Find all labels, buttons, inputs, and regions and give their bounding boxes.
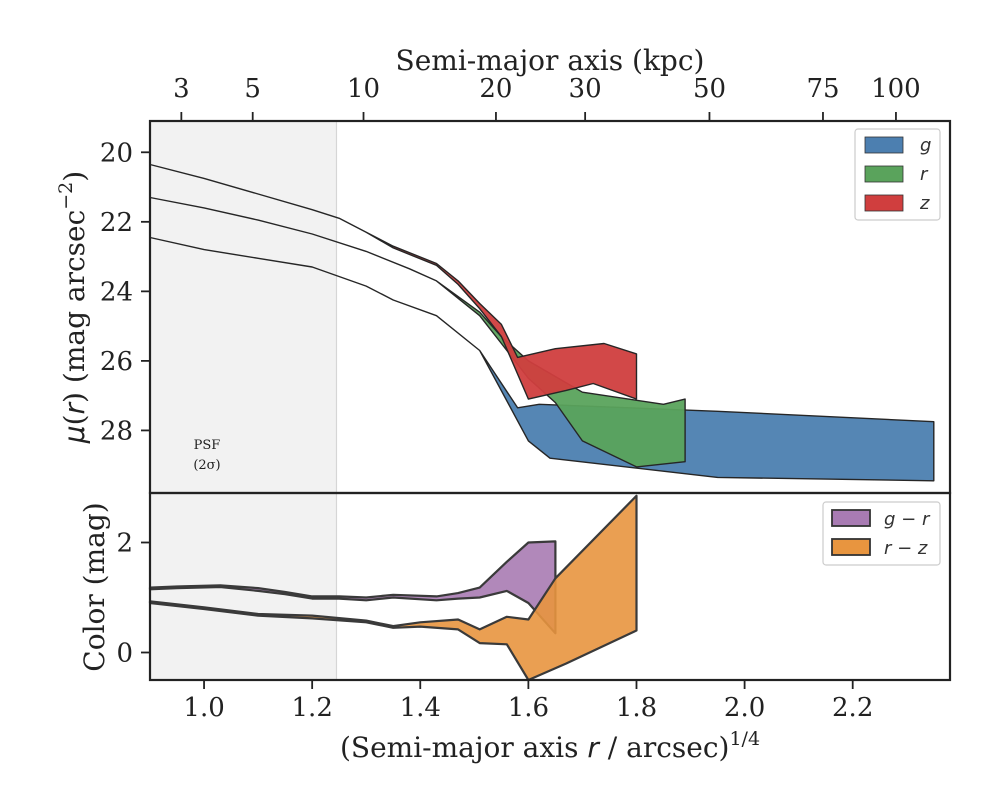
legend-swatch-r-z: [831, 538, 871, 556]
top-x-tick-label: 20: [479, 74, 512, 104]
legend-label-z: z: [919, 193, 930, 214]
x-axis-title-variable: r: [587, 731, 600, 764]
band-z: [149, 163, 638, 400]
legend-swatch-g: [864, 136, 904, 154]
bottom-panel-bands: [148, 494, 638, 682]
y-tick-label: 20: [100, 138, 133, 168]
y-tick-label: 24: [100, 277, 133, 307]
legend-swatch-z: [864, 194, 904, 212]
top-x-tick-label: 30: [569, 74, 602, 104]
color-y-tick-label: 0: [116, 639, 133, 669]
legend-label-g-r: g − r: [884, 509, 931, 530]
band-r-z: [148, 494, 638, 682]
legend-swatch-g-r: [831, 509, 871, 527]
psf-label-line2: (2σ): [193, 458, 220, 473]
x-tick-label: 1.4: [400, 693, 441, 723]
axis-ticks: [141, 112, 897, 689]
color-y-axis-title: Color (mag): [78, 502, 111, 671]
x-axis-title-prefix: (Semi-major axis: [340, 731, 587, 764]
y-axis-title: μ(r) (mag arcsec−2): [55, 171, 91, 444]
top-x-tick-label: 50: [693, 74, 726, 104]
color-y-tick-label: 2: [116, 529, 133, 559]
top-x-tick-label: 3: [173, 74, 190, 104]
y-axis-title-exponent: −2: [55, 182, 77, 210]
band-r: [149, 196, 686, 468]
x-axis-title: (Semi-major axis r / arcsec)1/4: [340, 728, 760, 764]
y-axis-title-variable: r: [58, 401, 91, 414]
legend-color: g − r r − z: [822, 501, 941, 566]
x-tick-label: 1.6: [508, 693, 549, 723]
top-x-tick-label: 5: [244, 74, 261, 104]
legend-top: g r z: [854, 128, 941, 221]
y-axis-title-unit: (mag arcsec: [58, 210, 91, 392]
x-tick-label: 2.2: [832, 693, 873, 723]
y-axis-title-close: ): [58, 171, 91, 182]
x-axis-title-exponent: 1/4: [729, 728, 760, 750]
band-g: [149, 236, 935, 482]
psf-label-line1: PSF: [194, 438, 221, 453]
y-tick-label: 28: [100, 416, 133, 446]
y-axis-title-paren-open: (: [58, 414, 91, 425]
x-tick-label: 2.0: [724, 693, 765, 723]
y-tick-label: 22: [100, 208, 133, 238]
legend-swatch-r: [864, 165, 904, 183]
legend-label-r: r: [920, 164, 929, 185]
legend-label-r-z: r − z: [884, 538, 928, 559]
x-axis-title-suffix: / arcsec): [599, 731, 730, 764]
top-x-tick-label: 10: [347, 74, 380, 104]
psf-shaded-region-top: [150, 121, 337, 493]
top-panel-bands: [149, 163, 935, 482]
y-axis-title-paren-close: ): [58, 392, 91, 403]
x-tick-label: 1.0: [183, 693, 224, 723]
top-x-tick-label: 100: [871, 74, 921, 104]
bottom-panel-frame: [148, 491, 952, 682]
x-tick-label: 1.2: [292, 693, 333, 723]
top-x-tick-label: 75: [806, 74, 839, 104]
top-axis-title: Semi-major axis (kpc): [396, 44, 705, 77]
y-tick-label: 26: [100, 347, 133, 377]
legend-label-g: g: [920, 135, 931, 156]
x-tick-label: 1.8: [616, 693, 657, 723]
y-axis-title-mu: μ: [58, 425, 91, 444]
